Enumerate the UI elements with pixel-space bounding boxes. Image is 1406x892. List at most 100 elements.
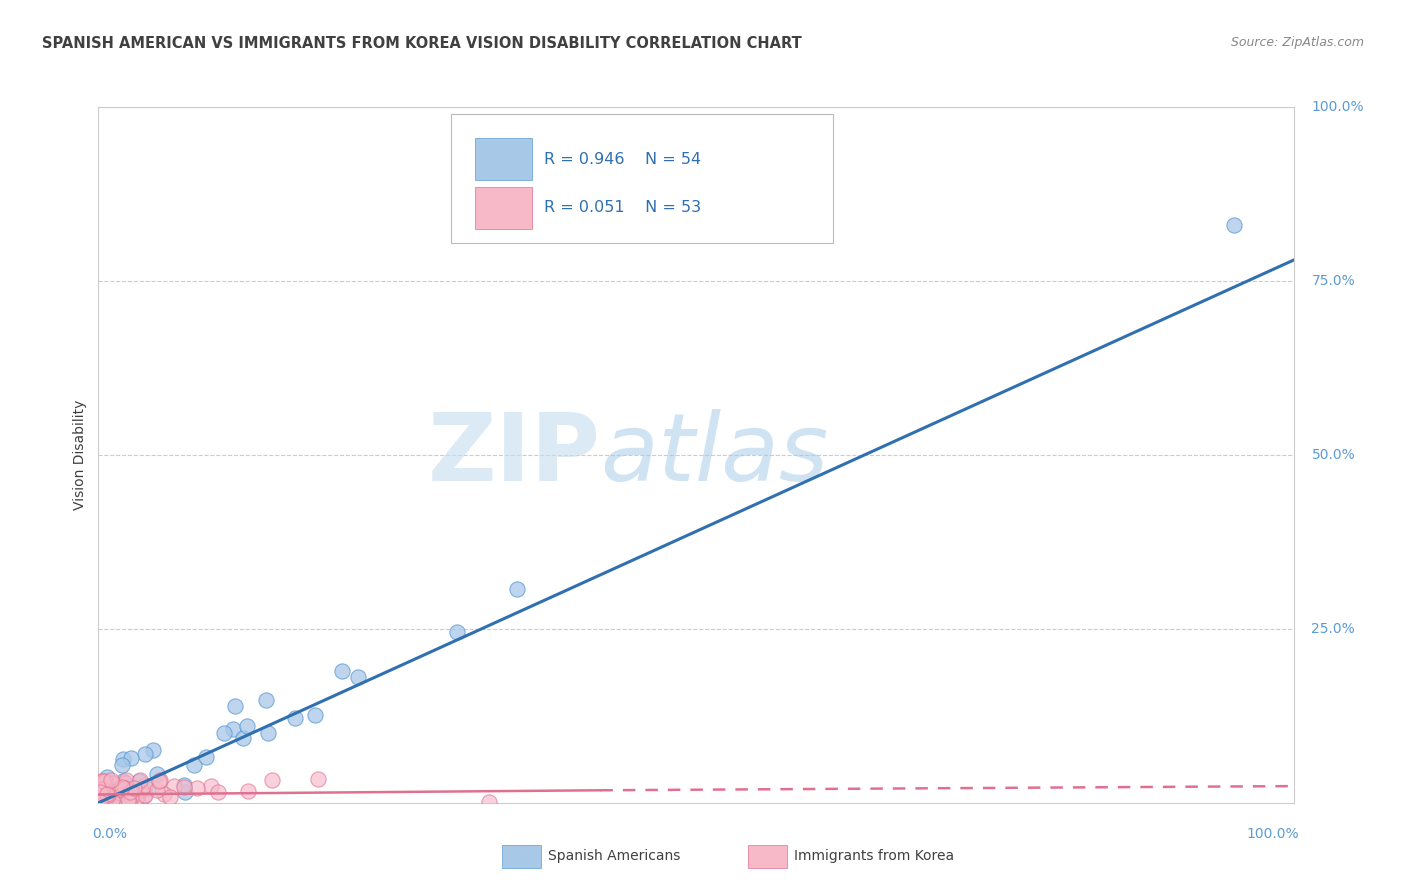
Point xyxy=(93,795,115,809)
Point xyxy=(98,784,121,798)
Point xyxy=(110,795,132,809)
Text: 25.0%: 25.0% xyxy=(1312,622,1355,636)
Point xyxy=(125,792,148,806)
Text: ZIP: ZIP xyxy=(427,409,600,501)
Point xyxy=(128,773,150,788)
Point xyxy=(446,625,468,640)
Point xyxy=(173,778,195,792)
Point xyxy=(128,772,150,787)
Point xyxy=(136,781,159,796)
Point xyxy=(111,773,134,788)
Text: atlas: atlas xyxy=(600,409,828,500)
Point xyxy=(235,719,257,733)
Text: 0.0%: 0.0% xyxy=(93,827,128,841)
Point xyxy=(89,785,111,799)
Point xyxy=(284,711,307,725)
Point xyxy=(146,767,169,781)
Point xyxy=(115,795,138,809)
Point xyxy=(98,787,121,801)
Point xyxy=(100,776,122,790)
Point xyxy=(200,779,222,793)
Point xyxy=(117,793,139,807)
Point xyxy=(90,777,112,791)
Point xyxy=(104,782,127,797)
Point xyxy=(173,784,195,798)
Point xyxy=(90,781,112,796)
Point xyxy=(304,707,326,722)
Point xyxy=(163,779,186,793)
Point xyxy=(122,780,145,795)
Point xyxy=(236,784,259,798)
Point xyxy=(254,692,277,706)
Point xyxy=(96,780,118,795)
Point xyxy=(100,792,122,806)
Point xyxy=(134,778,156,792)
Point xyxy=(222,723,245,737)
Point xyxy=(90,795,112,809)
Point xyxy=(110,795,132,809)
Text: R = 0.946    N = 54: R = 0.946 N = 54 xyxy=(544,152,702,167)
Point xyxy=(104,794,127,808)
Point xyxy=(173,780,195,794)
FancyBboxPatch shape xyxy=(475,187,533,229)
Point xyxy=(132,789,155,803)
Point xyxy=(134,747,156,761)
Point xyxy=(91,774,114,789)
Point xyxy=(129,782,152,797)
Point xyxy=(96,771,118,785)
Point xyxy=(118,795,141,809)
Point xyxy=(159,790,181,805)
Point xyxy=(186,780,208,795)
Point xyxy=(93,783,115,797)
Text: 100.0%: 100.0% xyxy=(1247,827,1299,841)
Point xyxy=(107,784,129,798)
Point xyxy=(101,775,124,789)
Point xyxy=(145,783,167,797)
Point xyxy=(111,758,134,772)
Point xyxy=(257,726,280,740)
Point xyxy=(142,742,165,756)
Point xyxy=(114,776,136,790)
Text: Spanish Americans: Spanish Americans xyxy=(548,849,681,863)
Point xyxy=(90,789,112,804)
Point xyxy=(94,793,117,807)
Point xyxy=(90,782,112,797)
Point xyxy=(330,665,353,679)
Text: SPANISH AMERICAN VS IMMIGRANTS FROM KOREA VISION DISABILITY CORRELATION CHART: SPANISH AMERICAN VS IMMIGRANTS FROM KORE… xyxy=(42,36,801,51)
Point xyxy=(100,772,122,787)
Point xyxy=(96,787,118,801)
Point xyxy=(108,786,131,800)
Text: Source: ZipAtlas.com: Source: ZipAtlas.com xyxy=(1230,36,1364,49)
Point xyxy=(112,795,135,809)
Point xyxy=(127,795,149,809)
FancyBboxPatch shape xyxy=(475,138,533,180)
Point xyxy=(148,773,170,788)
Point xyxy=(149,773,172,788)
Point xyxy=(90,795,112,809)
Point xyxy=(108,795,131,809)
Point xyxy=(120,751,142,765)
Point xyxy=(125,789,148,804)
Point xyxy=(97,795,120,809)
Point xyxy=(112,752,135,766)
Point xyxy=(307,772,329,786)
Point xyxy=(114,795,136,809)
Point xyxy=(115,773,138,788)
Point xyxy=(96,788,118,802)
Point xyxy=(260,773,283,788)
Point xyxy=(134,788,156,802)
Point xyxy=(347,670,370,684)
Point xyxy=(90,774,112,789)
Point xyxy=(478,795,501,809)
Point xyxy=(104,795,127,809)
Point xyxy=(118,785,141,799)
Text: 50.0%: 50.0% xyxy=(1312,448,1355,462)
Point xyxy=(114,780,136,795)
Point xyxy=(104,778,127,792)
Point xyxy=(98,787,121,801)
Y-axis label: Vision Disability: Vision Disability xyxy=(73,400,87,510)
Point xyxy=(108,788,131,802)
Point xyxy=(105,782,128,797)
Point xyxy=(120,790,142,805)
Point xyxy=(111,780,134,795)
